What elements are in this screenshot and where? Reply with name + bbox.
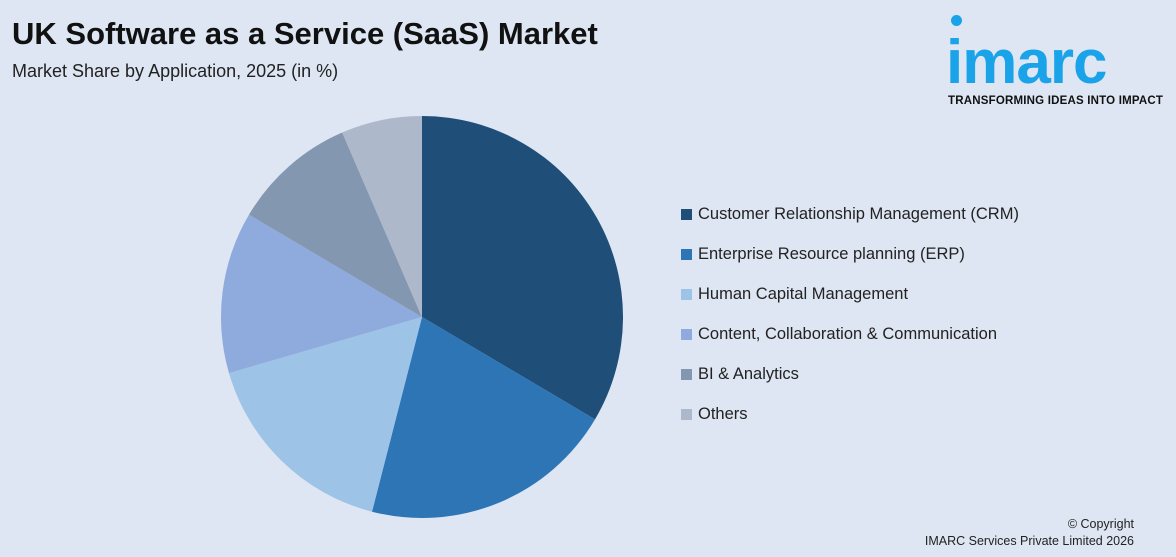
legend-item: BI & Analytics [681, 365, 1019, 385]
legend-label: Content, Collaboration & Communication [698, 325, 997, 344]
logo-wordmark: imarc [946, 28, 1107, 97]
chart-title: UK Software as a Service (SaaS) Market [12, 16, 598, 51]
legend-swatch [681, 288, 692, 300]
legend-label: Others [698, 405, 748, 424]
legend-swatch [681, 329, 692, 341]
pie-slice-1 [422, 116, 624, 420]
legend-swatch [681, 369, 692, 381]
logo-dot-icon [951, 15, 962, 26]
imarc-logo: imarc TRANSFORMING IDEAS INTO IMPACT [942, 10, 1172, 110]
legend-label: Enterprise Resource planning (ERP) [698, 244, 965, 263]
legend-swatch [681, 208, 692, 220]
legend-item: Customer Relationship Management (CRM) [681, 204, 1019, 224]
legend-item: Others [681, 405, 1019, 425]
legend-item: Enterprise Resource planning (ERP) [681, 244, 1019, 264]
legend-label: Customer Relationship Management (CRM) [698, 204, 1019, 223]
pie-slice-5 [248, 132, 422, 317]
copyright-footer: © Copyright IMARC Services Private Limit… [925, 516, 1134, 550]
pie-slice-3 [228, 317, 422, 512]
legend-swatch [681, 409, 692, 421]
legend-item: Content, Collaboration & Communication [681, 325, 1019, 345]
legend-label: Human Capital Management [698, 284, 909, 303]
pie-slice-2 [372, 317, 596, 519]
chart-legend: Customer Relationship Management (CRM) En… [681, 204, 1019, 445]
pie-slice-6 [342, 116, 422, 317]
pie-slice-4 [220, 214, 422, 374]
legend-swatch [681, 248, 692, 260]
pie-chart [220, 116, 624, 519]
legend-label: BI & Analytics [698, 365, 799, 384]
copyright-line: © Copyright [1067, 517, 1134, 531]
chart-subtitle: Market Share by Application, 2025 (in %) [12, 61, 339, 81]
copyright-company: IMARC Services Private Limited 2026 [924, 534, 1134, 548]
legend-item: Human Capital Management [681, 284, 1019, 304]
logo-tagline: TRANSFORMING IDEAS INTO IMPACT [948, 95, 1164, 107]
